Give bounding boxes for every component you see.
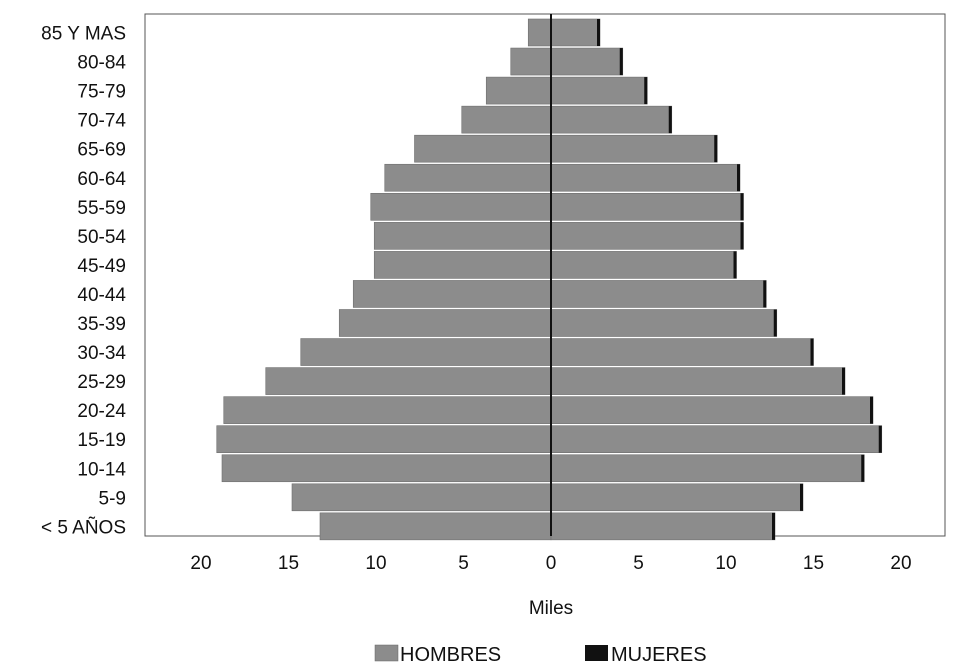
x-tick-8: 20 <box>890 553 911 574</box>
bar-women-11 <box>550 338 814 366</box>
age-label-15: 10-14 <box>77 459 126 480</box>
bar-women-15 <box>550 454 865 483</box>
bar-men-5 <box>384 163 552 192</box>
age-label-17: < 5 AÑOS <box>41 516 126 538</box>
bar-men-9 <box>352 280 552 308</box>
bar-women-0 <box>550 18 601 47</box>
age-label-0: 85 Y MAS <box>41 24 126 45</box>
bar-women-end-2 <box>644 77 648 105</box>
age-label-6: 55-59 <box>77 198 126 219</box>
bar-men-8 <box>373 251 552 279</box>
age-label-13: 20-24 <box>77 401 126 422</box>
x-tick-1: 15 <box>278 553 299 574</box>
bar-women-12 <box>550 367 846 395</box>
bar-women-17 <box>550 512 776 541</box>
age-group-labels: 85 Y MAS 80-84 75-79 70-74 65-69 60-64 55-59 50… <box>41 24 126 539</box>
bar-women-end-15 <box>861 454 865 482</box>
men-bars <box>216 18 552 541</box>
bar-men-4 <box>414 134 552 163</box>
bar-women-end-16 <box>800 483 803 511</box>
bar-women-10 <box>550 309 778 337</box>
bar-men-0 <box>527 18 552 47</box>
age-label-2: 75-79 <box>77 82 126 103</box>
bar-women-end-10 <box>773 309 777 337</box>
x-axis-title: Miles <box>529 598 573 619</box>
bar-men-17 <box>319 512 552 541</box>
bar-women-9 <box>550 280 767 308</box>
age-label-10: 35-39 <box>77 314 126 335</box>
bar-women-end-6 <box>740 193 744 221</box>
age-label-11: 30-34 <box>77 343 126 364</box>
bar-women-end-5 <box>737 164 740 192</box>
bar-men-7 <box>373 222 552 250</box>
x-tick-labels: 20 15 10 5 0 5 10 15 20 <box>190 553 911 574</box>
bar-men-3 <box>461 105 552 134</box>
bar-women-end-4 <box>714 135 718 163</box>
legend-label-men: HOMBRES <box>400 644 501 666</box>
bar-men-10 <box>338 309 552 337</box>
age-label-8: 45-49 <box>77 256 126 277</box>
bar-men-16 <box>291 483 552 512</box>
bar-women-3 <box>550 105 673 134</box>
bar-men-13 <box>223 396 552 424</box>
bar-women-16 <box>550 483 804 512</box>
bar-women-6 <box>550 193 744 221</box>
bar-men-2 <box>485 76 552 105</box>
bar-women-1 <box>550 47 624 76</box>
bar-women-5 <box>550 163 741 192</box>
bar-women-7 <box>550 222 744 250</box>
x-tick-6: 10 <box>715 553 736 574</box>
bar-women-end-0 <box>597 19 600 46</box>
age-label-12: 25-29 <box>77 372 126 393</box>
x-tick-2: 10 <box>365 553 386 574</box>
bar-women-end-9 <box>763 280 767 308</box>
x-tick-7: 15 <box>803 553 824 574</box>
age-label-1: 80-84 <box>77 53 126 74</box>
bar-men-6 <box>370 193 552 221</box>
bar-women-13 <box>550 396 874 424</box>
bar-men-15 <box>221 454 552 483</box>
women-bars <box>550 18 883 541</box>
bar-men-11 <box>300 338 552 366</box>
bar-women-end-14 <box>878 425 882 453</box>
age-label-5: 60-64 <box>77 169 126 190</box>
age-label-9: 40-44 <box>77 285 126 306</box>
legend: HOMBRES MUJERES <box>374 644 707 666</box>
legend-swatch-women <box>585 645 608 661</box>
legend-swatch-men <box>374 644 399 662</box>
bar-women-2 <box>550 76 648 105</box>
bar-women-end-17 <box>772 512 775 540</box>
bar-women-end-11 <box>810 338 814 366</box>
x-tick-4: 0 <box>546 553 557 574</box>
x-tick-5: 5 <box>633 553 644 574</box>
x-tick-0: 20 <box>190 553 211 574</box>
bar-women-end-8 <box>733 251 737 279</box>
bar-women-end-1 <box>619 48 623 76</box>
bar-women-8 <box>550 251 737 279</box>
age-label-16: 5-9 <box>99 488 126 509</box>
bar-women-end-13 <box>870 396 873 424</box>
bar-men-12 <box>265 367 552 395</box>
age-label-7: 50-54 <box>77 227 126 248</box>
age-label-4: 65-69 <box>77 140 126 161</box>
bar-women-end-12 <box>842 367 845 395</box>
legend-label-women: MUJERES <box>611 644 707 666</box>
age-label-14: 15-19 <box>77 430 126 451</box>
bar-women-14 <box>550 425 883 454</box>
age-label-3: 70-74 <box>77 111 126 132</box>
bar-women-end-7 <box>740 222 744 250</box>
bar-men-14 <box>216 425 552 454</box>
bar-women-4 <box>550 134 718 163</box>
x-tick-3: 5 <box>458 553 469 574</box>
bar-men-1 <box>510 47 552 76</box>
bar-women-end-3 <box>668 106 672 134</box>
